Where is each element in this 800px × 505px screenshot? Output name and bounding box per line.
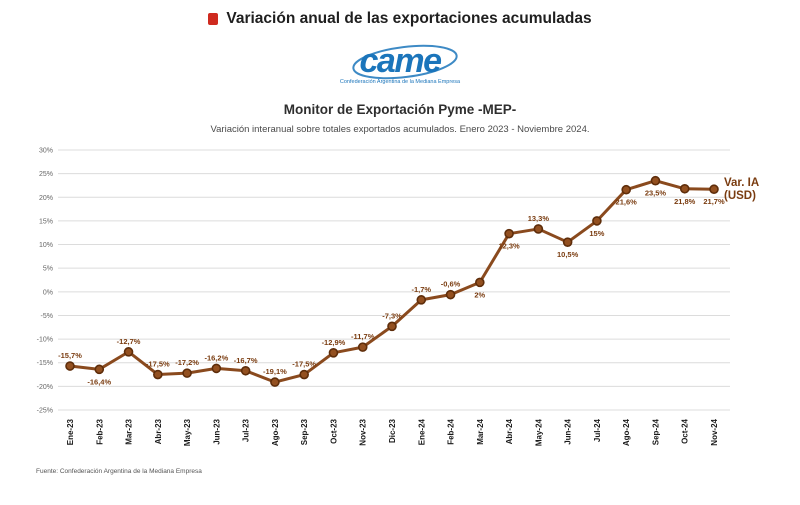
data-point-label: 21,6% [616, 198, 638, 207]
x-tick-label: Jun-24 [564, 418, 573, 444]
data-point-label: 13,3% [528, 214, 550, 223]
data-point-label: 12,3% [498, 242, 520, 251]
data-point-marker [504, 228, 514, 239]
x-tick-label: Ene-24 [417, 418, 426, 445]
chart-subtitle: Variación interanual sobre totales expor… [210, 124, 590, 135]
x-tick-label: Oct-24 [681, 418, 690, 443]
data-point-label: -16,4% [87, 377, 111, 386]
y-tick-label: -10% [37, 337, 53, 344]
data-point-label: -17,5% [292, 360, 316, 369]
x-tick-label: May-24 [534, 418, 543, 446]
data-point-marker [709, 184, 719, 195]
y-tick-label: 20% [39, 195, 53, 202]
data-point-label: -15,7% [58, 351, 82, 360]
y-tick-label: 25% [39, 171, 53, 178]
source-note: Fuente: Confederación Argentina de la Me… [36, 468, 202, 475]
x-tick-label: Abr-23 [154, 418, 163, 444]
y-tick-label: -20% [37, 384, 53, 391]
exports-line-chart-svg: 30% 25% 20% 15% 10% 5% 0% -5% -10% -15% -20% -25% -1… [37, 148, 760, 447]
data-point-label: 21,7% [703, 197, 725, 206]
data-point-marker [650, 175, 661, 186]
y-tick-label: -25% [37, 408, 53, 415]
x-tick-label: Jul-24 [593, 418, 602, 442]
data-point-marker [94, 364, 105, 375]
x-tick-label: Feb-23 [95, 418, 104, 444]
data-point-marker [357, 342, 368, 352]
data-point-marker [445, 289, 456, 300]
data-point-marker [65, 361, 75, 371]
data-point-marker [416, 295, 427, 305]
came-logo-tagline: Confederación Argentina de la Mediana Em… [339, 79, 461, 85]
came-logo: came Confederación Argentina de la Media… [0, 44, 800, 96]
y-tick-label: 5% [43, 266, 53, 273]
y-tick-label: 10% [39, 242, 53, 249]
series-legend-label: (USD) [724, 190, 756, 202]
x-tick-label: Sep-24 [651, 418, 660, 445]
title-row: Variación anual de las exportaciones acu… [0, 0, 800, 28]
data-point-label: 15% [589, 229, 604, 238]
data-point-label: -17,5% [146, 360, 170, 369]
x-tick-label: Jul-23 [242, 418, 251, 442]
x-tick-label: Abr-24 [505, 418, 514, 444]
data-point-label: 23,5% [645, 189, 667, 198]
data-point-label: -19,1% [263, 367, 287, 376]
data-point-label: -16,7% [234, 356, 258, 365]
chart-title: Monitor de Exportación Pyme -MEP- [283, 102, 517, 117]
y-tick-label: 0% [43, 289, 53, 296]
data-point-marker [211, 363, 222, 374]
data-point-marker [679, 183, 690, 194]
data-point-label: 10,5% [557, 250, 579, 259]
data-point-marker [153, 369, 163, 380]
data-point-marker [562, 237, 573, 247]
x-tick-label: Feb-24 [447, 418, 456, 444]
x-tick-label: Jun-23 [212, 418, 221, 444]
data-point-label: 21,8% [674, 197, 696, 206]
x-tick-label: Nov-24 [710, 418, 719, 445]
y-tick-label: -15% [37, 360, 53, 367]
data-point-marker [387, 321, 397, 332]
data-point-marker [621, 184, 631, 195]
came-logo-text: came [359, 42, 442, 80]
data-point-marker [328, 348, 339, 358]
exports-line-chart: 30% 25% 20% 15% 10% 5% 0% -5% -10% -15% -20% -25% -1… [18, 142, 788, 462]
x-tick-label: Ago-24 [622, 418, 631, 446]
data-point-marker [270, 377, 280, 387]
data-point-marker [475, 277, 485, 288]
data-point-label: -11,7% [351, 332, 375, 341]
x-tick-label: May-23 [183, 418, 192, 446]
page-title: Variación anual de las exportaciones acu… [226, 10, 592, 27]
data-point-label: -0,6% [441, 280, 461, 289]
title-marker-icon [208, 13, 219, 25]
data-point-label: -7,3% [382, 311, 402, 320]
x-tick-label: Ene-23 [66, 418, 75, 445]
data-point-label: -12,9% [322, 338, 346, 347]
data-point-label: -17,2% [175, 358, 199, 367]
data-point-marker [299, 369, 309, 380]
data-point-marker [240, 365, 251, 376]
data-point-label: -12,7% [117, 337, 141, 346]
x-tick-label: Ago-23 [271, 418, 280, 446]
x-tick-label: Mar-24 [476, 418, 485, 444]
series-line [68, 179, 716, 384]
y-tick-label: 15% [39, 218, 53, 225]
y-tick-label: -5% [41, 313, 53, 320]
data-point-marker [123, 347, 134, 357]
x-tick-label: Oct-23 [329, 418, 338, 443]
data-point-marker [182, 368, 192, 378]
data-point-label: -16,2% [204, 353, 228, 362]
x-tick-label: Dic-23 [388, 418, 397, 443]
data-point-label: 2% [474, 290, 485, 299]
y-tick-label: 30% [39, 148, 53, 155]
data-point-label: -1,7% [411, 285, 431, 294]
data-point-marker [592, 216, 602, 226]
x-tick-label: Sep-23 [300, 418, 309, 445]
series-legend-label: Var. IA [724, 177, 759, 189]
data-point-marker [533, 224, 544, 234]
x-tick-label: Mar-23 [125, 418, 134, 444]
x-tick-label: Nov-23 [359, 418, 368, 445]
